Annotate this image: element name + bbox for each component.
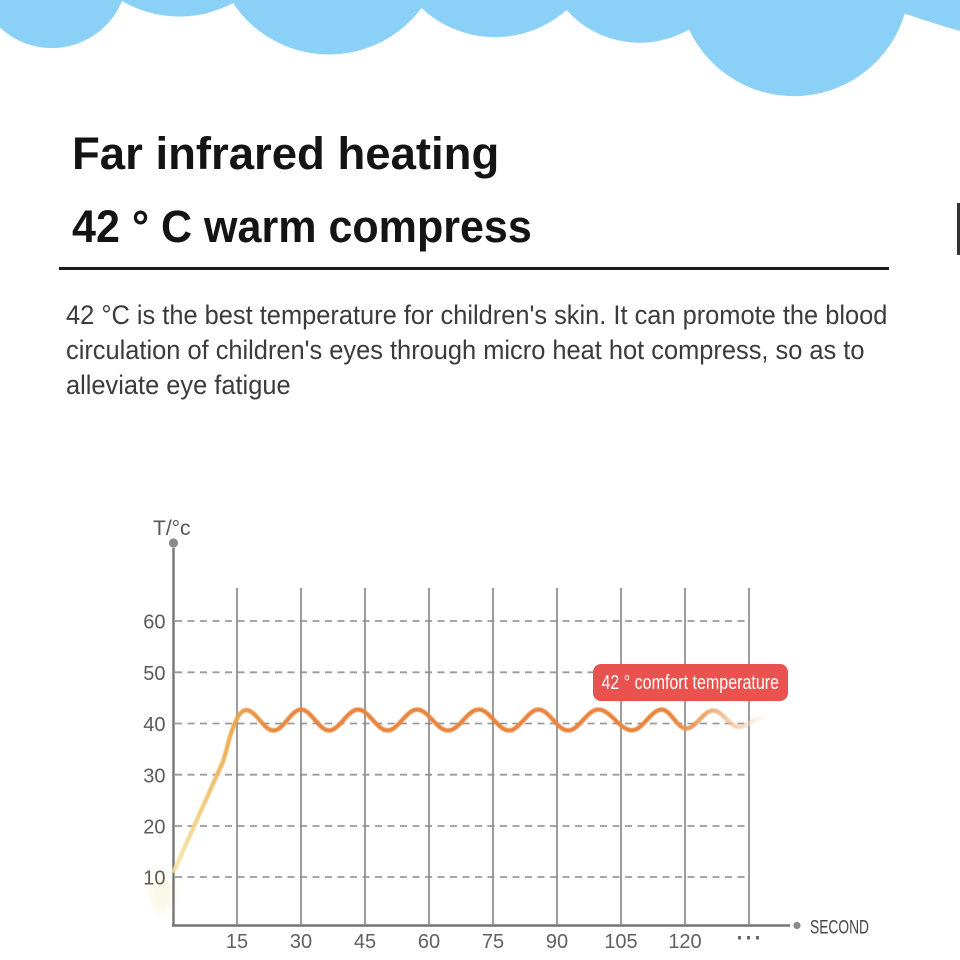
svg-text:20: 20 (143, 817, 165, 839)
svg-text:10: 10 (143, 868, 165, 890)
svg-text:60: 60 (418, 931, 440, 953)
svg-text:T/°c: T/°c (153, 517, 191, 540)
svg-text:60: 60 (143, 612, 165, 634)
svg-text:120: 120 (668, 931, 701, 953)
svg-text:30: 30 (143, 765, 165, 787)
svg-text:15: 15 (226, 931, 248, 953)
svg-text:⋯: ⋯ (735, 922, 761, 952)
svg-text:SECOND: SECOND (810, 918, 869, 939)
svg-text:42 ° comfort temperature: 42 ° comfort temperature (602, 672, 780, 694)
svg-text:30: 30 (290, 931, 312, 953)
svg-text:75: 75 (482, 931, 504, 953)
svg-text:40: 40 (143, 714, 165, 736)
svg-text:105: 105 (604, 931, 637, 953)
svg-text:90: 90 (546, 931, 568, 953)
svg-text:50: 50 (143, 663, 165, 685)
svg-text:45: 45 (354, 931, 376, 953)
